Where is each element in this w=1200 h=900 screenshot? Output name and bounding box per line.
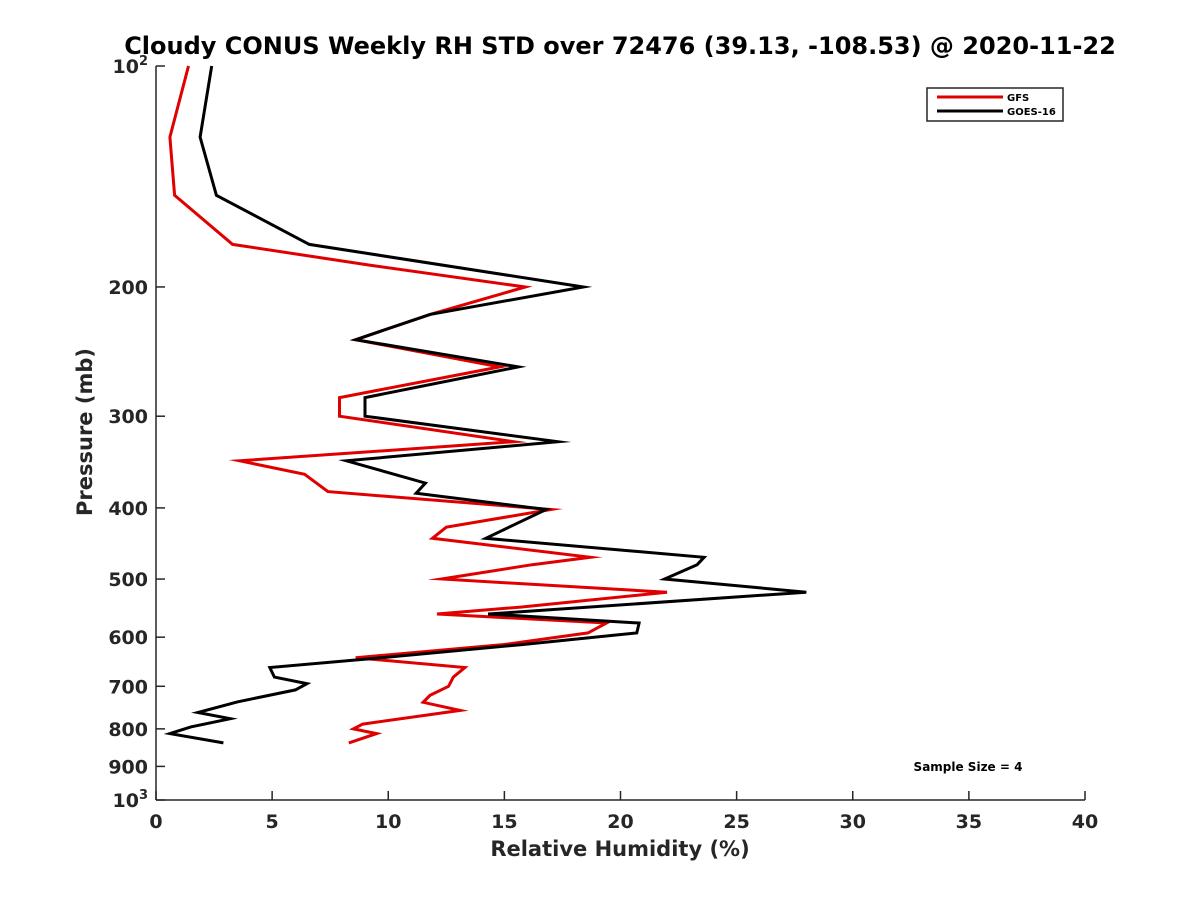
series-line-gfs xyxy=(168,65,668,745)
sample-size-note: Sample Size = 4 xyxy=(914,760,1023,774)
x-tick-label: 0 xyxy=(149,811,162,833)
y-tick-label: 400 xyxy=(108,498,148,520)
y-tick-base: 10 xyxy=(113,790,139,812)
series-layer xyxy=(163,65,807,745)
series-line-goes-16 xyxy=(163,65,807,745)
y-tick-label: 102 xyxy=(113,54,149,78)
y-tick-exponent: 2 xyxy=(139,54,148,69)
x-tick-label: 30 xyxy=(840,811,866,833)
chart-title: Cloudy CONUS Weekly RH STD over 72476 (3… xyxy=(124,32,1116,60)
y-tick-label: 900 xyxy=(108,756,148,778)
x-axis-label: Relative Humidity (%) xyxy=(490,837,749,861)
y-tick-label: 500 xyxy=(108,569,148,591)
axes: 0 5 10 15 20 25 30 35 40102200300400500600700800… xyxy=(108,54,1098,833)
legend-box xyxy=(926,87,1064,122)
y-tick-label: 800 xyxy=(108,719,148,741)
y-tick-label: 103 xyxy=(113,788,149,812)
legend: GFS GOES-16 xyxy=(926,87,1064,122)
y-tick-label: 300 xyxy=(108,406,148,428)
legend-label: GFS xyxy=(1007,93,1029,104)
y-tick-exponent: 3 xyxy=(139,788,148,803)
y-tick-label: 200 xyxy=(108,277,148,299)
x-tick-label: 25 xyxy=(723,811,749,833)
x-tick-label: 15 xyxy=(491,811,517,833)
x-tick-label: 40 xyxy=(1072,811,1098,833)
x-tick-label: 35 xyxy=(956,811,982,833)
y-tick-base: 10 xyxy=(113,56,139,78)
legend-label: GOES-16 xyxy=(1007,107,1056,118)
y-tick-label: 600 xyxy=(108,627,148,649)
x-tick-label: 20 xyxy=(607,811,633,833)
y-axis-label: Pressure (mb) xyxy=(73,348,97,516)
x-tick-label: 10 xyxy=(375,811,401,833)
x-tick-label: 5 xyxy=(266,811,279,833)
y-tick-label: 700 xyxy=(108,676,148,698)
